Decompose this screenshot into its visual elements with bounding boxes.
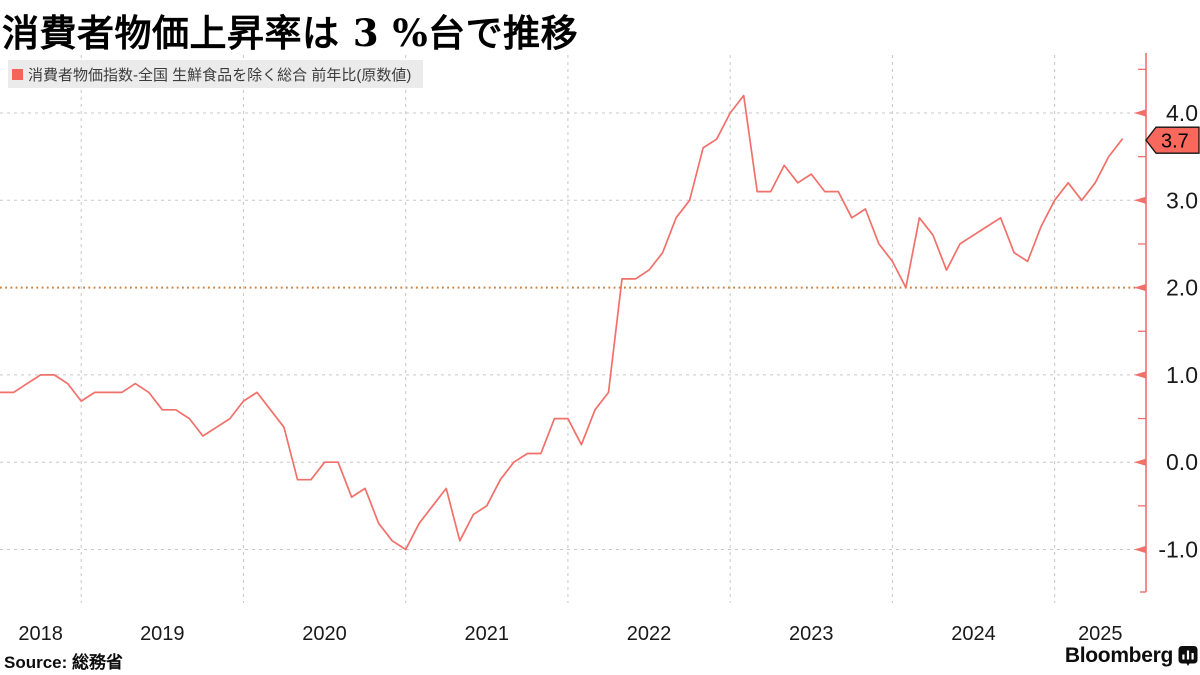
legend-series-label: 消費者物価指数-全国 生鮮食品を除く総合 前年比(原数値) xyxy=(28,66,412,84)
x-tick-label-2024: 2024 xyxy=(951,623,996,645)
y-tick-label--1.0: -1.0 xyxy=(1158,537,1198,563)
chart-title: 消費者物価上昇率は 3 %台で推移 xyxy=(2,11,579,55)
cpi-series-line xyxy=(0,94,1124,551)
x-tick-label-2019: 2019 xyxy=(140,623,185,645)
y-tick-arrow-4.0 xyxy=(1134,109,1146,117)
brand-logo: Bloomberg xyxy=(1065,644,1198,668)
y-tick-label-1.0: 1.0 xyxy=(1166,362,1198,388)
y-tick-label-2.0: 2.0 xyxy=(1166,275,1198,301)
x-tick-label-2020: 2020 xyxy=(302,623,347,645)
y-tick-label-3.0: 3.0 xyxy=(1166,187,1198,213)
x-tick-label-2025: 2025 xyxy=(1078,623,1123,645)
y-tick-label-4.0: 4.0 xyxy=(1166,100,1198,126)
legend-series-swatch xyxy=(12,68,23,80)
bloomberg-mark-icon xyxy=(1178,646,1198,666)
y-tick-arrow-2.0 xyxy=(1134,284,1146,292)
y-tick-arrow-0.0 xyxy=(1134,458,1146,466)
y-tick-arrow-3.0 xyxy=(1134,196,1146,204)
last-value-badge xyxy=(1145,126,1200,154)
x-tick-label-2018: 2018 xyxy=(18,623,63,645)
legend: 消費者物価指数-全国 生鮮食品を除く総合 前年比(原数値) xyxy=(8,60,424,88)
x-tick-label-2023: 2023 xyxy=(789,623,834,645)
y-tick-arrow--1.0 xyxy=(1134,545,1146,554)
x-tick-label-2022: 2022 xyxy=(627,623,672,645)
source-attribution: Source: 総務省 xyxy=(4,653,124,672)
y-tick-label-0.0: 0.0 xyxy=(1166,449,1198,475)
x-tick-label-2021: 2021 xyxy=(465,623,510,645)
bloomberg-wordmark: Bloomberg xyxy=(1064,644,1173,667)
last-value-badge-label: 3.7 xyxy=(1161,131,1189,153)
y-tick-arrow-1.0 xyxy=(1134,371,1146,379)
